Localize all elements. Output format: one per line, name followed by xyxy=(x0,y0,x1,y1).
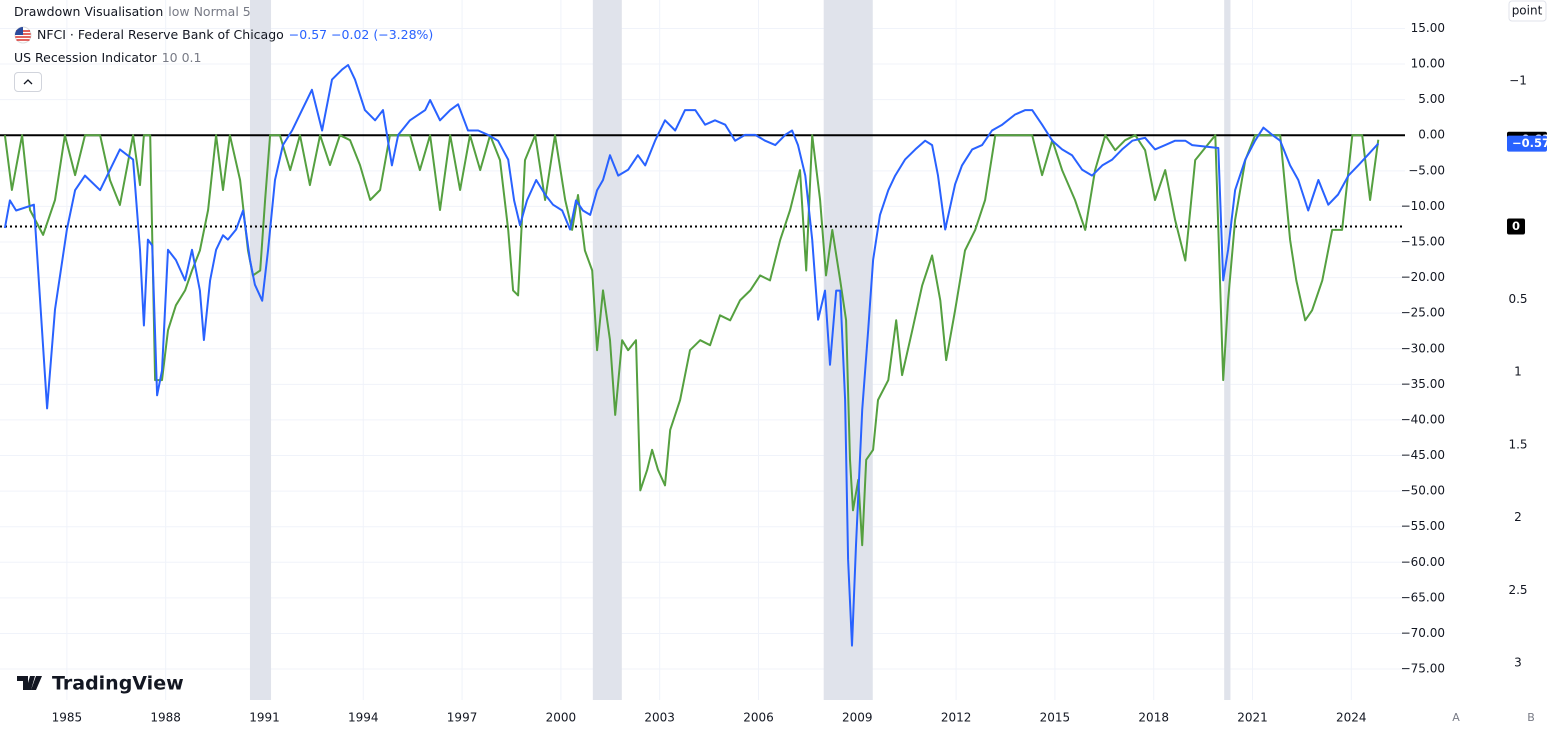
price-tag-label: −0.57 xyxy=(1512,136,1547,150)
legend-name[interactable]: NFCI · Federal Reserve Bank of Chicago xyxy=(37,27,284,42)
y2-axis-label[interactable]: point xyxy=(1512,4,1543,18)
y-tick-label: −35.00 xyxy=(1401,377,1445,391)
legend-name[interactable]: Drawdown Visualisation xyxy=(14,4,164,19)
legend: Drawdown Visualisation low Normal 5 NFCI… xyxy=(14,0,433,92)
x-tick-label: 1994 xyxy=(348,711,379,725)
y2-tick-label: 1.5 xyxy=(1508,437,1527,451)
y-tick-label: −20.00 xyxy=(1401,270,1445,284)
y-tick-label: 0.00 xyxy=(1418,128,1445,142)
y2-tick-label: 3 xyxy=(1514,656,1522,670)
x-tick-label: 2003 xyxy=(644,711,675,725)
legend-values: −0.57 −0.02 (−3.28%) xyxy=(288,27,434,42)
series-line xyxy=(3,64,1380,647)
logo: TradingView xyxy=(17,673,184,695)
axes: 15.00 10.00 5.00 0.00 −5.00 −10.00 −15.00 −20.0… xyxy=(52,21,1547,725)
y2-tick-label: 1 xyxy=(1514,365,1522,379)
legend-row: US Recession Indicator 10 0.1 xyxy=(14,46,433,69)
y-tick-label: −70.00 xyxy=(1401,626,1445,640)
x-tick-label: 1988 xyxy=(150,711,181,725)
recession-band xyxy=(249,0,272,700)
x-tick-label: 1985 xyxy=(52,711,83,725)
scale-button[interactable]: B xyxy=(1527,711,1535,724)
y-tick-label: −10.00 xyxy=(1401,199,1445,213)
y-tick-label: −15.00 xyxy=(1401,234,1445,248)
x-tick-label: 1997 xyxy=(447,711,478,725)
y2-tick-label: 2 xyxy=(1514,510,1522,524)
y-tick-label: 10.00 xyxy=(1411,57,1445,71)
plot xyxy=(0,64,1405,647)
series-line xyxy=(3,134,1380,547)
x-tick-label: 2024 xyxy=(1336,711,1367,725)
collapse-button[interactable] xyxy=(14,72,42,92)
price-tag xyxy=(1507,218,1526,235)
y-tick-label: −50.00 xyxy=(1401,484,1445,498)
legend-row: Drawdown Visualisation low Normal 5 xyxy=(14,0,433,23)
y2-tick-label: 0.5 xyxy=(1508,292,1527,306)
legend-params: low Normal 5 xyxy=(168,4,251,19)
x-tick-label: 2018 xyxy=(1138,711,1169,725)
x-tick-label: 2006 xyxy=(743,711,774,725)
y2-tick-label: −1 xyxy=(1509,74,1527,88)
logo-mark xyxy=(17,676,42,690)
y-tick-label: −45.00 xyxy=(1401,448,1445,462)
x-tick-label: 2009 xyxy=(842,711,873,725)
price-tag-label: 0 xyxy=(1512,219,1520,233)
y-tick-label: −25.00 xyxy=(1401,306,1445,320)
x-tick-label: 2012 xyxy=(941,711,972,725)
x-tick-label: 2015 xyxy=(1040,711,1071,725)
grid xyxy=(0,0,1405,700)
legend-row: NFCI · Federal Reserve Bank of Chicago −… xyxy=(14,23,433,46)
y-tick-label: −75.00 xyxy=(1401,662,1445,676)
y-tick-label: −60.00 xyxy=(1401,555,1445,569)
y2-tick-label: 2.5 xyxy=(1508,583,1527,597)
x-tick-label: 2000 xyxy=(546,711,577,725)
recession-bands xyxy=(249,0,1231,700)
y-tick-label: −55.00 xyxy=(1401,519,1445,533)
y-tick-label: −40.00 xyxy=(1401,412,1445,426)
recession-band xyxy=(1224,0,1231,700)
legend-name[interactable]: US Recession Indicator xyxy=(14,50,157,65)
y-tick-label: 5.00 xyxy=(1418,92,1445,106)
y-tick-label: −30.00 xyxy=(1401,341,1445,355)
y-tick-label: −65.00 xyxy=(1401,590,1445,604)
legend-params: 10 0.1 xyxy=(161,50,202,65)
price-tag xyxy=(1507,135,1547,152)
brand: TradingView xyxy=(52,673,184,695)
x-tick-label: 1991 xyxy=(249,711,280,725)
flag-icon xyxy=(14,26,32,43)
y-tick-label: −5.00 xyxy=(1408,163,1445,177)
chevron xyxy=(23,79,33,85)
y-tick-label: 15.00 xyxy=(1411,21,1445,35)
x-tick-label: 2021 xyxy=(1237,711,1268,725)
auto-button[interactable]: A xyxy=(1452,711,1460,724)
scale-box[interactable] xyxy=(1508,0,1547,22)
